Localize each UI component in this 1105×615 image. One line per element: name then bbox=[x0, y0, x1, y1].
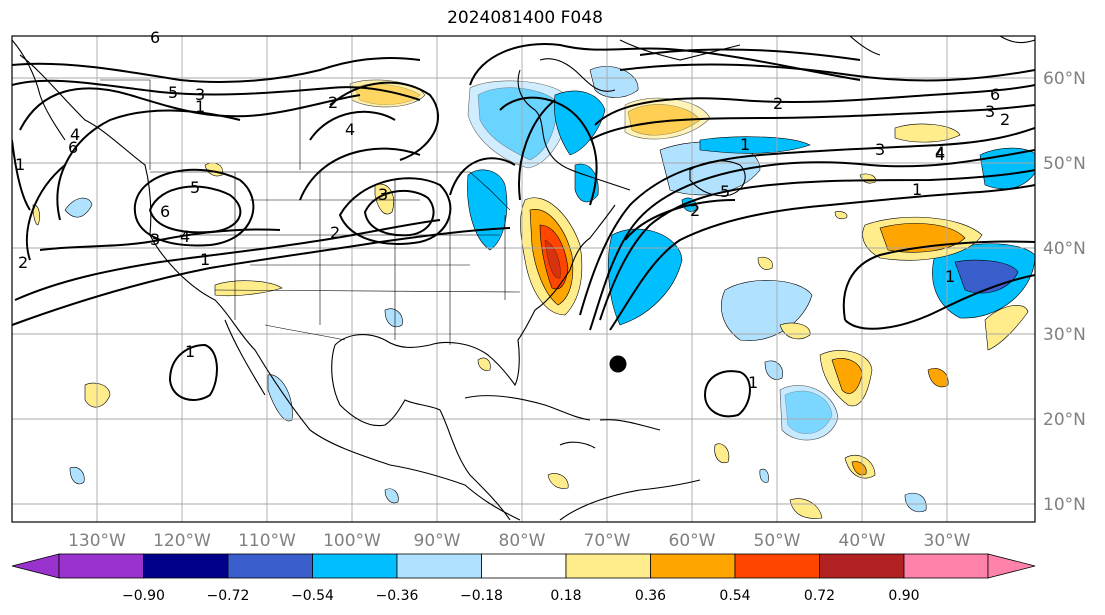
colorbar-tick: −0.90 bbox=[122, 588, 165, 604]
lon-label: 30°W bbox=[924, 531, 971, 551]
contour-labels: 6 5 3 2 1 4 1 2 3 4 5 6 1 2 3 4 1 2 3 4 … bbox=[15, 28, 1010, 392]
colorbar-segment bbox=[819, 553, 905, 579]
anomaly-shading bbox=[32, 66, 1035, 519]
lat-label: 20°N bbox=[1043, 410, 1086, 430]
colorbar-segment bbox=[143, 553, 229, 579]
lon-label: 50°W bbox=[754, 531, 801, 551]
colorbar-tick: −0.72 bbox=[207, 588, 250, 604]
contour-label: 1 bbox=[748, 373, 758, 392]
colorbar-segment bbox=[987, 553, 1036, 579]
lon-label: 80°W bbox=[499, 531, 546, 551]
colorbar-tick: 0.36 bbox=[635, 588, 666, 604]
contour-label: 6 bbox=[990, 85, 1000, 104]
colorbar-segment bbox=[312, 553, 398, 579]
lon-label: 120°W bbox=[153, 531, 211, 551]
colorbar-segment bbox=[903, 553, 989, 579]
contour-label: 1 bbox=[740, 135, 750, 154]
contour-label: 4 bbox=[345, 120, 355, 139]
colorbar-tick: 0.18 bbox=[550, 588, 581, 604]
colorbar-segment bbox=[58, 553, 144, 579]
lon-label: 90°W bbox=[414, 531, 461, 551]
contour-label: 5 bbox=[168, 83, 178, 102]
lat-label: 50°N bbox=[1043, 154, 1086, 174]
political-borders bbox=[100, 79, 521, 345]
map-frame bbox=[11, 35, 1036, 523]
contour-label: 4 bbox=[180, 227, 190, 246]
lon-label: 100°W bbox=[323, 531, 381, 551]
colorbar-segment bbox=[11, 553, 60, 579]
contour-label: 5 bbox=[720, 182, 730, 201]
contour-label: 6 bbox=[150, 28, 160, 47]
contour-label: 4 bbox=[935, 143, 945, 162]
lon-label: 60°W bbox=[669, 531, 716, 551]
height-contours bbox=[12, 43, 1035, 418]
lat-label: 60°N bbox=[1043, 69, 1086, 89]
contour-label: 6 bbox=[68, 138, 78, 157]
contour-label: 5 bbox=[190, 178, 200, 197]
contour-label: 2 bbox=[690, 201, 700, 220]
latitude-axis-labels: 60°N 50°N 40°N 30°N 20°N 10°N bbox=[1043, 69, 1086, 515]
lon-label: 70°W bbox=[584, 531, 631, 551]
map-gridlines bbox=[12, 36, 1035, 522]
contour-label: 2 bbox=[330, 223, 340, 242]
colorbar-tick: 0.54 bbox=[719, 588, 750, 604]
contour-label: 1 bbox=[912, 180, 922, 199]
contour-label: 2 bbox=[18, 253, 28, 272]
lat-label: 10°N bbox=[1043, 495, 1086, 515]
contour-label: 2 bbox=[328, 93, 338, 112]
contour-label: 4 bbox=[70, 125, 80, 144]
contour-label: 3 bbox=[150, 230, 160, 249]
map-title: 2024081400 F048 bbox=[447, 8, 603, 28]
contour-label: 1 bbox=[945, 267, 955, 286]
colorbar-segment bbox=[565, 553, 651, 579]
storm-position-dot bbox=[609, 355, 627, 373]
contour-label: 3 bbox=[985, 102, 995, 121]
contour-label: 3 bbox=[875, 140, 885, 159]
colorbar-tick: −0.18 bbox=[460, 588, 503, 604]
contour-label: 1 bbox=[195, 97, 205, 116]
colorbar-segment bbox=[734, 553, 820, 579]
colorbar-tick: 0.72 bbox=[804, 588, 835, 604]
colorbar-segment bbox=[227, 553, 313, 579]
colorbar bbox=[11, 553, 1036, 579]
contour-label: 1 bbox=[185, 342, 195, 361]
contour-label: 4 bbox=[935, 145, 945, 164]
colorbar-tick: −0.54 bbox=[291, 588, 334, 604]
contour-label: 2 bbox=[773, 94, 783, 113]
colorbar-segment bbox=[396, 553, 482, 579]
contour-label: 6 bbox=[160, 202, 170, 221]
lon-label: 130°W bbox=[68, 531, 126, 551]
lon-label: 40°W bbox=[839, 531, 886, 551]
longitude-axis-labels: 130°W 120°W 110°W 100°W 90°W 80°W 70°W 6… bbox=[68, 531, 971, 551]
contour-label: 2 bbox=[1000, 110, 1010, 129]
contour-label: 1 bbox=[15, 155, 25, 174]
colorbar-segment bbox=[481, 553, 567, 579]
contour-label: 1 bbox=[200, 250, 210, 269]
colorbar-tick: −0.36 bbox=[376, 588, 419, 604]
colorbar-tick-labels: −0.90 −0.72 −0.54 −0.36 −0.18 0.18 0.36 … bbox=[122, 588, 920, 604]
lat-label: 40°N bbox=[1043, 239, 1086, 259]
contour-label: 3 bbox=[378, 185, 388, 204]
colorbar-segment bbox=[650, 553, 736, 579]
coastlines bbox=[12, 36, 1035, 521]
lon-label: 110°W bbox=[238, 531, 296, 551]
lat-label: 30°N bbox=[1043, 325, 1086, 345]
colorbar-tick: 0.90 bbox=[888, 588, 919, 604]
contour-label: 3 bbox=[195, 85, 205, 104]
